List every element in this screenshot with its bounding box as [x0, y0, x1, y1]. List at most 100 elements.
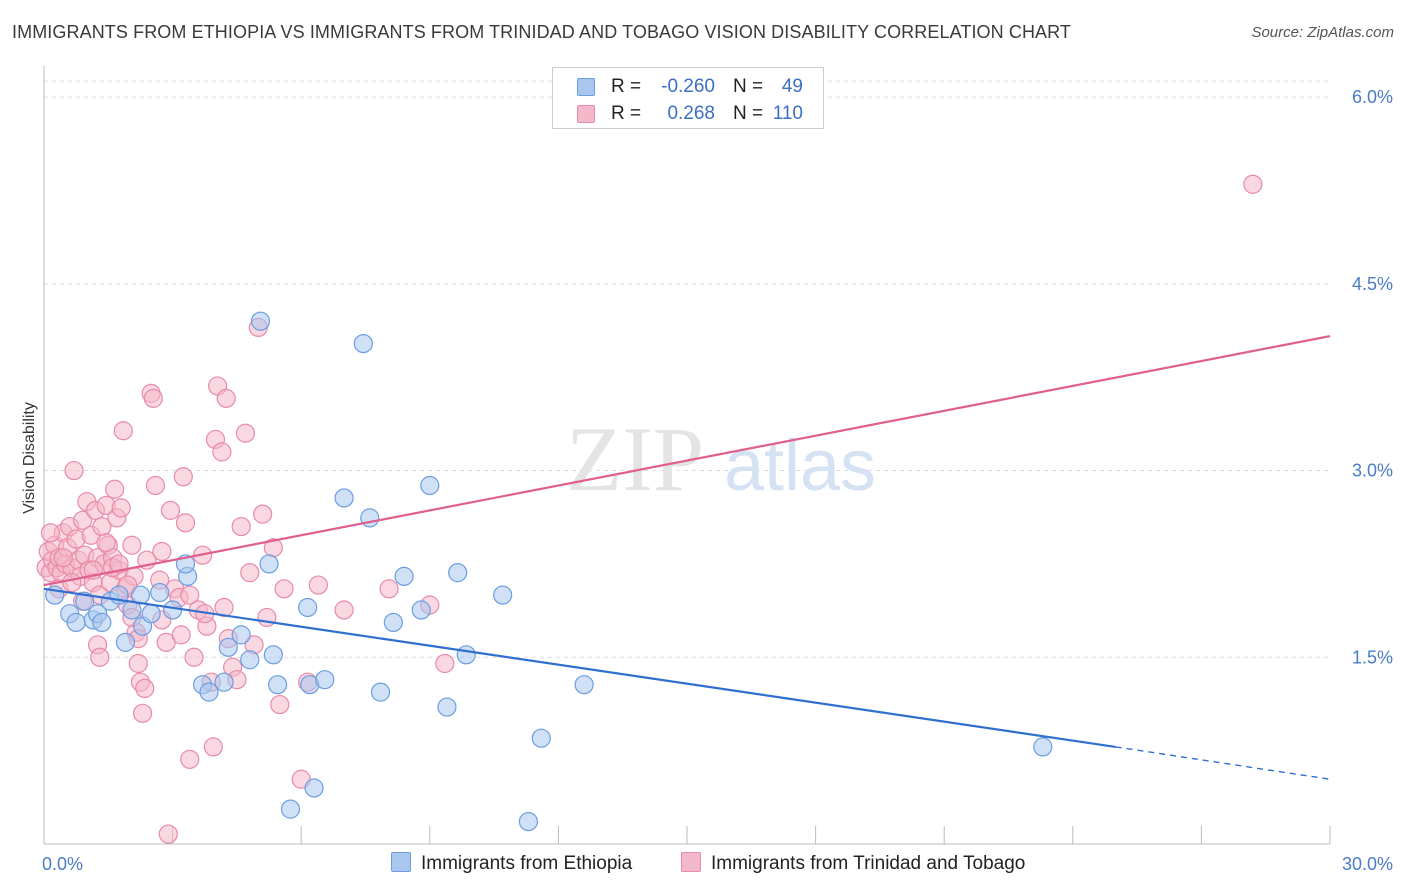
trinidad-point — [64, 460, 84, 481]
ethiopia-point — [199, 682, 219, 702]
chart-title: IMMIGRANTS FROM ETHIOPIA VS IMMIGRANTS F… — [12, 22, 1072, 42]
trend-lines — [43, 335, 1331, 780]
ethiopia-point — [394, 566, 414, 586]
watermark-zip: ZIP — [566, 408, 704, 510]
ethiopia-point — [231, 625, 251, 645]
source-credit: Source: ZipAtlas.com — [1251, 24, 1394, 41]
trinidad-point — [111, 498, 131, 518]
trinidad-point — [180, 749, 200, 769]
legend-n-value: 49 — [781, 76, 803, 97]
trinidad-point — [212, 442, 232, 462]
trinidad-point — [62, 572, 82, 593]
legend-n-label: N = — [733, 76, 764, 97]
y-tick-label: 3.0% — [1352, 461, 1393, 481]
legend-r-value: -0.260 — [661, 76, 715, 97]
y-axis-label: Vision Disability — [21, 402, 38, 514]
trinidad-point — [109, 554, 129, 574]
trinidad-point — [105, 479, 125, 499]
ethiopia-point — [298, 597, 318, 618]
y-tick-label: 1.5% — [1352, 647, 1393, 667]
ethiopia-point — [250, 311, 271, 331]
x-tick-label: 30.0% — [1342, 854, 1393, 874]
ethiopia-point — [150, 582, 170, 603]
trinidad-point — [379, 579, 399, 599]
ethiopia-point — [1033, 737, 1053, 757]
trinidad-point — [175, 513, 196, 533]
trinidad-point — [145, 475, 166, 496]
ethiopia-point — [411, 600, 431, 620]
ethiopia-point — [420, 475, 440, 496]
ethiopia-point — [218, 637, 238, 657]
trinidad-point — [158, 824, 178, 844]
trinidad-point — [334, 600, 354, 620]
grid-lines — [44, 80, 1330, 658]
trinidad-point — [184, 647, 204, 667]
ethiopia-point — [92, 612, 112, 633]
trinidad-point — [216, 388, 236, 408]
ethiopia-point — [334, 488, 354, 508]
y-tick-label: 4.5% — [1352, 274, 1393, 294]
ethiopia-points — [45, 311, 1053, 832]
trinidad-point — [143, 388, 163, 408]
trinidad-point — [203, 737, 223, 757]
trinidad-point — [40, 523, 61, 543]
ethiopia-point — [263, 645, 283, 665]
trinidad-point — [257, 607, 277, 628]
trinidad-point — [113, 421, 133, 441]
legend-item-ethiopia: Immigrants from Ethiopia — [391, 852, 632, 875]
legend-r-label: R = — [611, 76, 642, 97]
ethiopia-point — [456, 645, 476, 665]
trinidad-swatch — [681, 852, 701, 872]
legend-item-trinidad: Immigrants from Trinidad and Tobago — [681, 852, 1025, 875]
trinidad-point — [171, 625, 191, 645]
ethiopia-point — [163, 600, 183, 620]
watermark: ZIP atlas — [566, 408, 876, 510]
x-tick-label: 0.0% — [42, 854, 83, 874]
trinidad-trend-line — [43, 335, 1331, 587]
ethiopia-point — [141, 604, 161, 624]
ethiopia-point — [214, 672, 234, 692]
trinidad-point — [152, 541, 172, 562]
legend-n-value: 110 — [772, 103, 803, 124]
trinidad-point — [72, 510, 93, 530]
trinidad-point — [135, 678, 155, 699]
legend-row-trinidad: R = 0.268 N = 110 — [553, 101, 823, 129]
ethiopia-trend-line — [43, 587, 1116, 748]
series-legend: Immigrants from Ethiopia Immigrants from… — [0, 850, 1406, 880]
ethiopia-point — [531, 728, 551, 748]
trinidad-point — [308, 575, 328, 595]
trinidad-point — [160, 500, 181, 520]
trinidad-point — [274, 579, 294, 599]
ethiopia-trend-extension — [1115, 746, 1331, 780]
trinidad-point — [128, 653, 148, 674]
trinidad-swatch — [577, 105, 595, 123]
ethiopia-point — [240, 650, 260, 670]
ethiopia-point — [574, 675, 594, 695]
legend-r-value: 0.268 — [667, 103, 715, 124]
trinidad-point — [240, 563, 260, 583]
ethiopia-point — [75, 591, 95, 611]
trinidad-point — [1243, 174, 1263, 194]
trinidad-point — [180, 585, 200, 605]
ethiopia-point — [259, 554, 279, 574]
legend-r-label: R = — [611, 103, 642, 124]
trinidad-point — [231, 516, 251, 537]
trinidad-point — [122, 535, 142, 555]
ethiopia-point — [353, 333, 373, 354]
trinidad-point — [253, 504, 273, 524]
legend-label-ethiopia: Immigrants from Ethiopia — [421, 853, 633, 874]
ethiopia-point — [370, 682, 391, 702]
y-tick-label: 6.0% — [1352, 87, 1393, 107]
tick-labels: 1.5% 3.0% 4.5% 6.0% 0.0% 30.0% — [42, 87, 1393, 874]
legend-n-label: N = — [733, 103, 764, 124]
ethiopia-point — [268, 675, 288, 695]
trinidad-point — [173, 467, 193, 487]
ethiopia-point — [115, 632, 136, 652]
legend-label-trinidad: Immigrants from Trinidad and Tobago — [711, 853, 1026, 874]
ethiopia-point — [66, 612, 86, 633]
ethiopia-point — [493, 585, 513, 605]
ethiopia-point — [304, 778, 324, 798]
trinidad-point — [435, 653, 455, 674]
trinidad-point — [53, 548, 73, 568]
